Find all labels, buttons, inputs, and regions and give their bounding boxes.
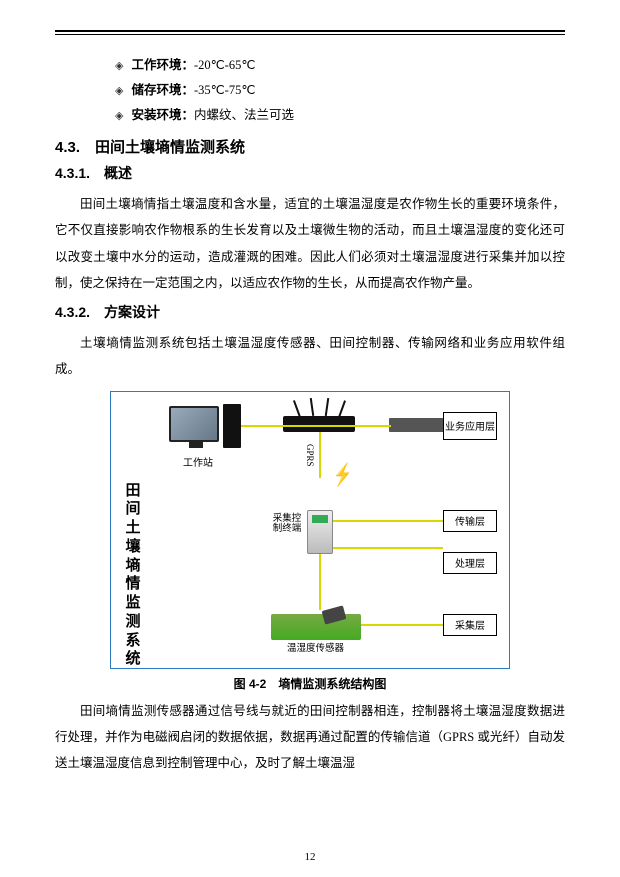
connection-line <box>319 554 321 610</box>
gprs-label: GPRS <box>305 444 315 467</box>
heading-4-3-2: 4.3.2. 方案设计 <box>55 302 565 322</box>
bullet-label: 储存环境： <box>131 83 194 97</box>
antenna-icon <box>338 400 346 417</box>
layer-app-box: 业务应用层 <box>443 412 497 440</box>
figure-caption: 图 4-2 墒情监测系统结构图 <box>55 675 565 692</box>
connection-line <box>333 547 443 549</box>
system-diagram: 田间土壤墒情监测系统 工作站 GPRS ⚡ 采集控制终端 温湿度传感器 <box>110 391 510 669</box>
diagram-container: 田间土壤墒情监测系统 工作站 GPRS ⚡ 采集控制终端 温湿度传感器 <box>55 391 565 669</box>
layer-app-label: 业务应用层 <box>445 418 495 433</box>
connection-line <box>361 624 443 626</box>
rtu-icon <box>307 510 333 554</box>
connection-line <box>241 425 391 427</box>
bullet-value: -20℃-65℃ <box>194 58 255 72</box>
diamond-icon: ◈ <box>115 105 123 127</box>
bullet-item: ◈ 工作环境：-20℃-65℃ <box>115 53 565 78</box>
bullet-value: -35℃-75℃ <box>194 83 255 97</box>
bullet-item: ◈ 储存环境：-35℃-75℃ <box>115 78 565 103</box>
router-icon <box>283 416 355 432</box>
antenna-icon <box>325 397 329 415</box>
bullet-item: ◈ 安装环境：内螺纹、法兰可选 <box>115 103 565 128</box>
paragraph-design: 土壤墒情监测系统包括土壤温湿度传感器、田间控制器、传输网络和业务应用软件组成。 <box>55 330 565 383</box>
sensor-label: 温湿度传感器 <box>287 644 344 654</box>
paragraph-after-figure: 田间墒情监测传感器通过信号线与就近的田间控制器相连，控制器将土壤温湿度数据进行处… <box>55 698 565 777</box>
layer-collect-box: 采集层 <box>443 614 497 636</box>
ground-patch-icon <box>271 614 361 640</box>
connection-line <box>333 520 443 522</box>
diamond-icon: ◈ <box>115 55 123 77</box>
pc-tower-icon <box>223 404 241 448</box>
diagram-title-vertical: 田间土壤墒情监测系统 <box>123 482 143 670</box>
paragraph-overview: 田间土壤墒情指土壤温度和含水量，适宜的土壤温湿度是农作物生长的重要环境条件，它不… <box>55 191 565 296</box>
antenna-icon <box>293 400 301 417</box>
monitor-icon <box>169 406 219 442</box>
layer-transport-box: 传输层 <box>443 510 497 532</box>
heading-4-3-1: 4.3.1. 概述 <box>55 163 565 183</box>
layer-process-box: 处理层 <box>443 552 497 574</box>
bullet-value: 内螺纹、法兰可选 <box>194 108 294 122</box>
bullet-label: 安装环境： <box>131 108 194 122</box>
bullet-list: ◈ 工作环境：-20℃-65℃ ◈ 储存环境：-35℃-75℃ ◈ 安装环境：内… <box>115 53 565 128</box>
header-rule <box>55 30 565 35</box>
rtu-label: 采集控制终端 <box>271 514 303 535</box>
layer-collect-label: 采集层 <box>455 617 485 632</box>
antenna-icon <box>310 397 314 415</box>
layer-transport-label: 传输层 <box>455 513 485 528</box>
workstation-label: 工作站 <box>183 454 213 469</box>
layer-process-label: 处理层 <box>455 555 485 570</box>
connection-line <box>319 432 321 478</box>
bullet-label: 工作环境： <box>131 58 194 72</box>
heading-4-3: 4.3. 田间土壤墒情监测系统 <box>55 136 565 157</box>
lightning-icon: ⚡ <box>333 462 352 488</box>
diamond-icon: ◈ <box>115 80 123 102</box>
page-number: 12 <box>0 851 620 863</box>
